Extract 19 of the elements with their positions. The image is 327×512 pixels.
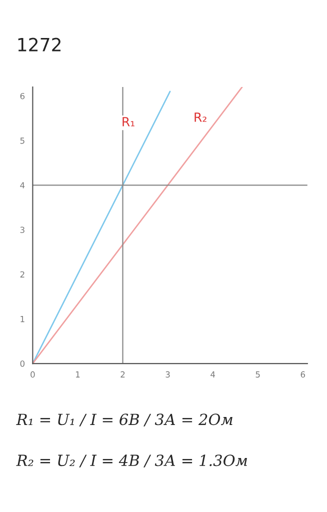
x-tick-label: 2	[120, 371, 125, 378]
y-tick-label: 3	[20, 226, 24, 234]
y-tick-label: 4	[20, 182, 25, 188]
series-label: R₂	[194, 112, 206, 122]
x-tick-label: 3	[166, 371, 170, 378]
y-tick-label: 5	[20, 138, 24, 144]
series-label: R₁	[122, 117, 134, 126]
text: R₁ = U₁ / I = 6В / 3А = 2Ом	[16, 414, 232, 426]
y-tick-label: 0	[20, 360, 25, 367]
x-tick-label: 6	[300, 371, 306, 378]
y-tick-label: 2	[20, 271, 24, 278]
chart-title: 1272	[18, 38, 60, 52]
x-tick-label: 5	[256, 371, 260, 378]
y-tick-label: 1	[20, 316, 24, 322]
text: R₂ = U₂ / I = 4В / 3А = 1.3Ом	[16, 454, 247, 468]
x-tick-label: 4	[210, 371, 215, 378]
x-tick-label: 0	[30, 371, 35, 378]
y-tick-label: 6	[20, 92, 25, 100]
x-tick-label: 1	[76, 371, 80, 378]
